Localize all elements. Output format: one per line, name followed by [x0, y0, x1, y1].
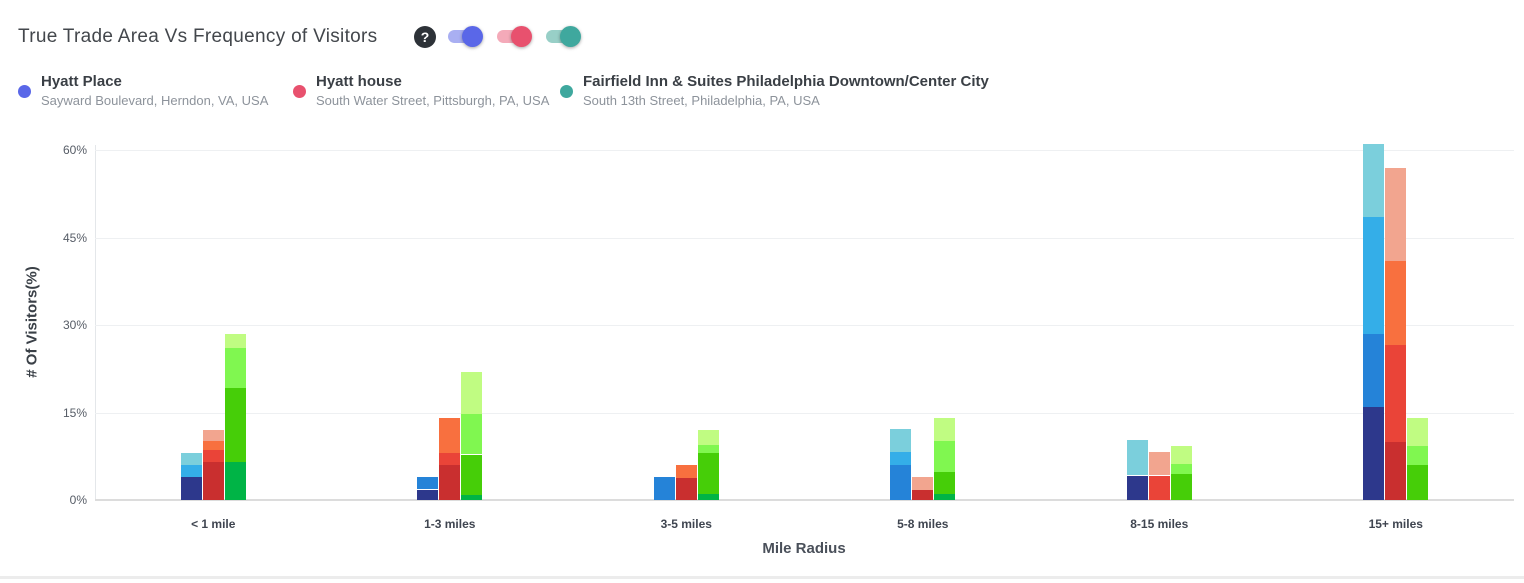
bar-segment[interactable] — [1407, 418, 1429, 447]
bar-segment[interactable] — [461, 495, 483, 500]
bar-segment[interactable] — [224, 461, 246, 500]
bar-segment[interactable] — [912, 476, 934, 491]
bar-segment[interactable] — [653, 476, 675, 500]
bar-segment[interactable] — [461, 454, 483, 496]
series-toggle-fairfield-inn[interactable] — [546, 26, 582, 48]
legend-dot — [560, 84, 573, 98]
bar-segment[interactable] — [697, 430, 719, 446]
bar-segment[interactable] — [1363, 333, 1385, 407]
bar-segment[interactable] — [202, 462, 224, 500]
bar-segment[interactable] — [675, 465, 697, 478]
gridline — [95, 499, 1514, 501]
x-tick-label: 8-15 miles — [1130, 517, 1189, 531]
legend-item-hyatt-place: Hyatt Place Sayward Boulevard, Herndon, … — [18, 72, 268, 110]
legend-item-fairfield-inn: Fairfield Inn & Suites Philadelphia Down… — [560, 72, 989, 110]
bar-segment[interactable] — [224, 334, 246, 349]
x-tick-label: 1-3 miles — [424, 517, 476, 531]
toggle-knob — [560, 26, 581, 47]
bar-segment[interactable] — [1170, 463, 1192, 474]
bar-segment[interactable] — [461, 371, 483, 414]
bar-segment[interactable] — [697, 445, 719, 454]
bar-segment[interactable] — [675, 477, 697, 500]
gridline — [95, 237, 1514, 239]
bar-segment[interactable] — [934, 494, 956, 500]
bar-segment[interactable] — [439, 465, 461, 500]
bar-segment[interactable] — [1407, 446, 1429, 465]
bar-segment[interactable] — [934, 472, 956, 495]
bar-segment[interactable] — [180, 465, 202, 477]
bar-segment[interactable] — [224, 348, 246, 388]
y-tick-label: 45% — [62, 230, 87, 245]
y-axis-title: # Of Visitors(%) — [23, 266, 41, 378]
y-tick-label: 15% — [62, 405, 87, 420]
bar-segment[interactable] — [934, 441, 956, 472]
bar-segment[interactable] — [461, 413, 483, 455]
legend-dot — [18, 84, 31, 98]
card-bottom-border — [0, 576, 1524, 579]
bar-segment[interactable] — [1385, 167, 1407, 261]
x-tick-label: 15+ miles — [1368, 517, 1423, 531]
bar-segment[interactable] — [1170, 445, 1192, 464]
y-tick-label: 0% — [69, 493, 87, 507]
bar-segment[interactable] — [202, 430, 224, 441]
legend-name: Fairfield Inn & Suites Philadelphia Down… — [583, 73, 989, 90]
bar-segment[interactable] — [1126, 439, 1148, 476]
legend-address: South Water Street, Pittsburgh, PA, USA — [316, 93, 550, 108]
bar-segment[interactable] — [890, 428, 912, 453]
bar-segment[interactable] — [1385, 441, 1407, 500]
y-axis-line — [95, 145, 96, 500]
bar-segment[interactable] — [697, 453, 719, 494]
toggle-knob — [462, 26, 483, 47]
legend-address: South 13th Street, Philadelphia, PA, USA — [583, 93, 820, 108]
bar-segment[interactable] — [224, 388, 246, 462]
bar-segment[interactable] — [202, 440, 224, 451]
bar-segment[interactable] — [934, 417, 956, 442]
help-icon[interactable]: ? — [414, 26, 436, 48]
bar-segment[interactable] — [890, 452, 912, 465]
bar-segment[interactable] — [1148, 475, 1170, 500]
series-toggle-hyatt-house[interactable] — [497, 26, 533, 48]
toggle-knob — [511, 26, 532, 47]
x-tick-label: 5-8 miles — [897, 517, 949, 531]
x-axis-title: Mile Radius — [762, 540, 846, 557]
bar-segment[interactable] — [1126, 475, 1148, 500]
bar-segment[interactable] — [890, 465, 912, 500]
y-tick-label: 30% — [62, 318, 87, 332]
x-tick-label: < 1 mile — [191, 517, 236, 531]
x-tick-label: 3-5 miles — [660, 517, 712, 531]
bar-segment[interactable] — [1363, 406, 1385, 500]
legend-dot — [293, 84, 306, 98]
bar-segment[interactable] — [697, 493, 719, 500]
gridline — [95, 150, 1514, 151]
legend-item-hyatt-house: Hyatt house South Water Street, Pittsbur… — [293, 72, 549, 110]
bar-segment[interactable] — [1363, 144, 1385, 218]
page-title: True Trade Area Vs Frequency of Visitors — [18, 26, 378, 47]
bar-segment[interactable] — [1385, 345, 1407, 442]
bar-segment[interactable] — [1363, 217, 1385, 334]
bar-segment[interactable] — [912, 490, 934, 500]
legend-address: Sayward Boulevard, Herndon, VA, USA — [41, 93, 269, 108]
series-toggle-hyatt-place[interactable] — [448, 26, 484, 48]
bar-segment[interactable] — [1148, 452, 1170, 476]
bar-segment[interactable] — [1407, 465, 1429, 500]
bar-segment[interactable] — [417, 476, 439, 490]
bar-segment[interactable] — [439, 418, 461, 454]
y-tick-label: 60% — [62, 143, 87, 157]
bar-segment[interactable] — [180, 453, 202, 465]
legend-name: Hyatt house — [316, 73, 402, 90]
gridline — [95, 412, 1514, 414]
gridline — [95, 325, 1514, 326]
bar-segment[interactable] — [439, 453, 461, 465]
bar-segment[interactable] — [180, 476, 202, 500]
bar-segment[interactable] — [1385, 260, 1407, 346]
bar-segment[interactable] — [417, 489, 439, 500]
bar-segment[interactable] — [1170, 473, 1192, 500]
legend-name: Hyatt Place — [41, 73, 122, 90]
bar-segment[interactable] — [202, 450, 224, 463]
